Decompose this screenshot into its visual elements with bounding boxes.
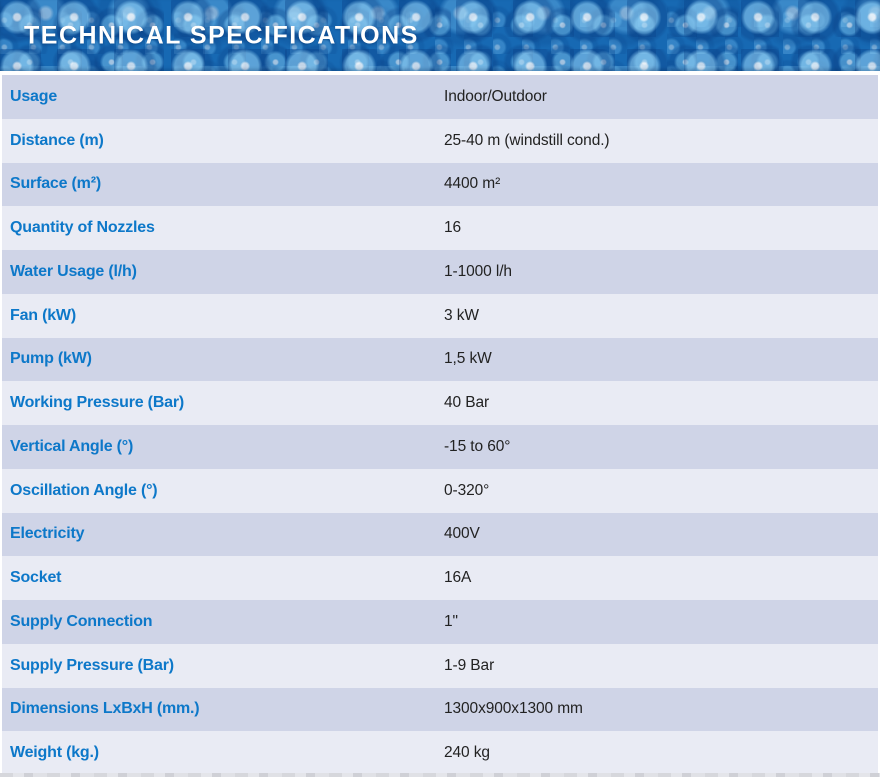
table-row: Vertical Angle (°) -15 to 60°: [2, 425, 878, 469]
spec-label: Supply Pressure (Bar): [10, 656, 174, 674]
spec-table: Usage Indoor/Outdoor Distance (m) 25-40 m (…: [2, 75, 878, 775]
table-row: Supply Pressure (Bar) 1-9 Bar: [2, 643, 878, 688]
table-row: Distance (m) 25-40 m (windstill cond.): [2, 118, 878, 163]
table-row: Supply Connection 1": [2, 600, 878, 644]
table-row: Water Usage (l/h) 1-1000 l/h: [2, 250, 878, 294]
table-row: Oscillation Angle (°) 0-320°: [2, 468, 878, 513]
spec-value: 0-320°: [444, 481, 490, 499]
table-row: Fan (kW) 3 kW: [2, 293, 878, 338]
header-banner: TECHNICAL SPECIFICATIONS: [0, 0, 880, 71]
spec-label: Water Usage (l/h): [10, 262, 137, 280]
table-row: Dimensions LxBxH (mm.) 1300x900x1300 mm: [2, 687, 878, 732]
spec-label: Vertical Angle (°): [10, 437, 134, 455]
spec-value: 1-9 Bar: [444, 656, 495, 674]
spec-label: Usage: [10, 87, 58, 105]
spec-value: 1,5 kW: [444, 350, 492, 368]
page-title: TECHNICAL SPECIFICATIONS: [24, 21, 419, 49]
spec-value: 1-1000 l/h: [444, 262, 512, 280]
spec-label: Electricity: [10, 525, 85, 543]
table-row: Weight (kg.) 240 kg: [2, 731, 878, 775]
spec-label: Surface (m²): [10, 175, 101, 193]
table-row: Electricity 400V: [2, 512, 878, 557]
spec-label: Oscillation Angle (°): [10, 481, 158, 499]
bottom-crop-strip: [0, 773, 880, 777]
spec-value: 1": [444, 612, 458, 630]
spec-value: 40 Bar: [444, 394, 490, 412]
spec-value: 25-40 m (windstill cond.): [444, 131, 610, 149]
spec-value: 240 kg: [444, 744, 490, 762]
spec-value: 3 kW: [444, 306, 479, 324]
spec-value: 16: [444, 219, 462, 237]
table-row: Pump (kW) 1,5 kW: [2, 337, 878, 382]
spec-label: Pump (kW): [10, 350, 92, 368]
spec-value: 400V: [444, 525, 480, 543]
spec-value: Indoor/Outdoor: [444, 87, 547, 105]
spec-label: Supply Connection: [10, 612, 153, 630]
spec-value: 4400 m²: [444, 175, 501, 193]
spec-value: -15 to 60°: [444, 437, 511, 455]
table-row: Working Pressure (Bar) 40 Bar: [2, 381, 878, 425]
spec-label: Working Pressure (Bar): [10, 394, 185, 412]
spec-value: 1300x900x1300 mm: [444, 700, 583, 718]
spec-label: Socket: [10, 569, 62, 587]
spec-label: Dimensions LxBxH (mm.): [10, 700, 200, 718]
spec-label: Distance (m): [10, 131, 104, 149]
spec-label: Fan (kW): [10, 306, 76, 324]
table-row: Usage Indoor/Outdoor: [2, 75, 878, 119]
spec-value: 16A: [444, 569, 472, 587]
spec-label: Weight (kg.): [10, 744, 99, 762]
table-row: Surface (m²) 4400 m²: [2, 162, 878, 207]
table-row: Socket 16A: [2, 556, 878, 600]
spec-label: Quantity of Nozzles: [10, 219, 155, 237]
table-row: Quantity of Nozzles 16: [2, 206, 878, 250]
